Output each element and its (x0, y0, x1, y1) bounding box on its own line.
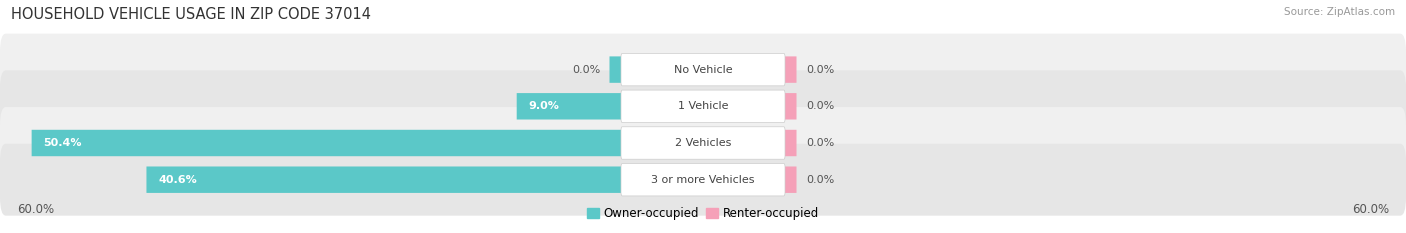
Text: 50.4%: 50.4% (44, 138, 82, 148)
FancyBboxPatch shape (785, 93, 796, 120)
Text: 0.0%: 0.0% (806, 101, 834, 111)
Text: Source: ZipAtlas.com: Source: ZipAtlas.com (1284, 7, 1395, 17)
FancyBboxPatch shape (785, 167, 796, 193)
FancyBboxPatch shape (517, 93, 621, 120)
FancyBboxPatch shape (621, 90, 785, 123)
FancyBboxPatch shape (621, 164, 785, 196)
FancyBboxPatch shape (785, 130, 796, 156)
Text: 3 or more Vehicles: 3 or more Vehicles (651, 175, 755, 185)
Text: 0.0%: 0.0% (806, 138, 834, 148)
Text: HOUSEHOLD VEHICLE USAGE IN ZIP CODE 37014: HOUSEHOLD VEHICLE USAGE IN ZIP CODE 3701… (11, 7, 371, 22)
Text: 40.6%: 40.6% (157, 175, 197, 185)
Text: 0.0%: 0.0% (572, 65, 600, 75)
Text: 1 Vehicle: 1 Vehicle (678, 101, 728, 111)
Text: 60.0%: 60.0% (17, 203, 53, 216)
FancyBboxPatch shape (31, 130, 621, 156)
FancyBboxPatch shape (0, 107, 1406, 179)
Text: 0.0%: 0.0% (806, 65, 834, 75)
FancyBboxPatch shape (785, 56, 796, 83)
Text: No Vehicle: No Vehicle (673, 65, 733, 75)
FancyBboxPatch shape (0, 144, 1406, 216)
FancyBboxPatch shape (621, 127, 785, 159)
Text: 9.0%: 9.0% (529, 101, 560, 111)
Text: 2 Vehicles: 2 Vehicles (675, 138, 731, 148)
FancyBboxPatch shape (0, 34, 1406, 106)
Text: 0.0%: 0.0% (806, 175, 834, 185)
FancyBboxPatch shape (621, 53, 785, 86)
FancyBboxPatch shape (610, 56, 621, 83)
Legend: Owner-occupied, Renter-occupied: Owner-occupied, Renter-occupied (582, 202, 824, 225)
FancyBboxPatch shape (0, 70, 1406, 142)
Text: 60.0%: 60.0% (1353, 203, 1389, 216)
FancyBboxPatch shape (146, 167, 621, 193)
